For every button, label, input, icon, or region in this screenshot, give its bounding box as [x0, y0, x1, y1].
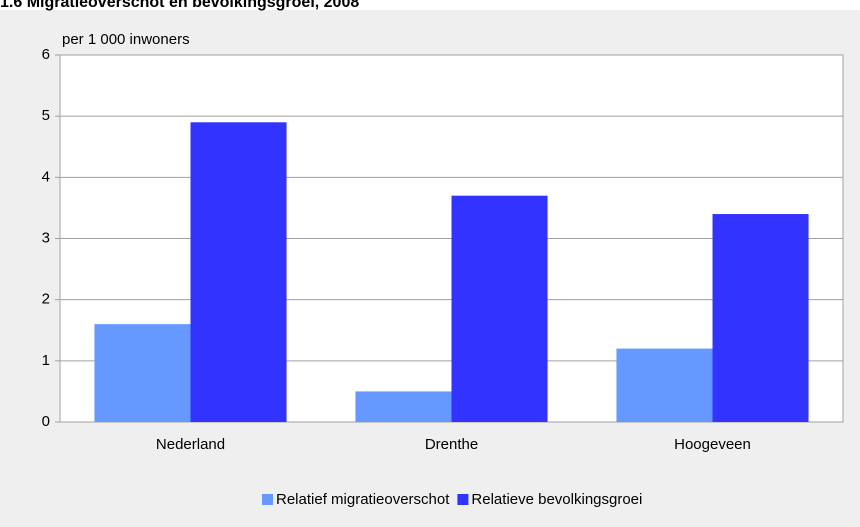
x-tick-label: Nederland	[156, 436, 225, 453]
bar	[712, 214, 809, 422]
bar	[355, 391, 452, 422]
bar	[451, 195, 548, 422]
y-tick-label: 1	[42, 352, 50, 369]
y-tick-label: 0	[42, 413, 50, 430]
legend-swatch	[262, 494, 273, 505]
bar	[190, 122, 287, 423]
y-tick-label: 4	[42, 168, 50, 185]
y-tick-label: 3	[42, 229, 50, 246]
y-tick-label: 5	[42, 107, 50, 124]
y-tick-label: 2	[42, 291, 50, 308]
x-tick-label: Drenthe	[425, 436, 478, 453]
y-axis-label: per 1 000 inwoners	[62, 31, 190, 48]
legend-label: Relatief migratieoverschot	[276, 491, 450, 508]
bar	[616, 348, 713, 422]
y-tick-label: 6	[42, 46, 50, 63]
bar	[94, 324, 191, 422]
legend-label: Relatieve bevolkingsgroei	[471, 491, 642, 508]
legend-swatch	[457, 494, 469, 505]
x-tick-label: Hoogeveen	[674, 436, 751, 453]
chart-title: 1.6 Migratieoverschot en bevolkingsgroei…	[0, 0, 359, 11]
